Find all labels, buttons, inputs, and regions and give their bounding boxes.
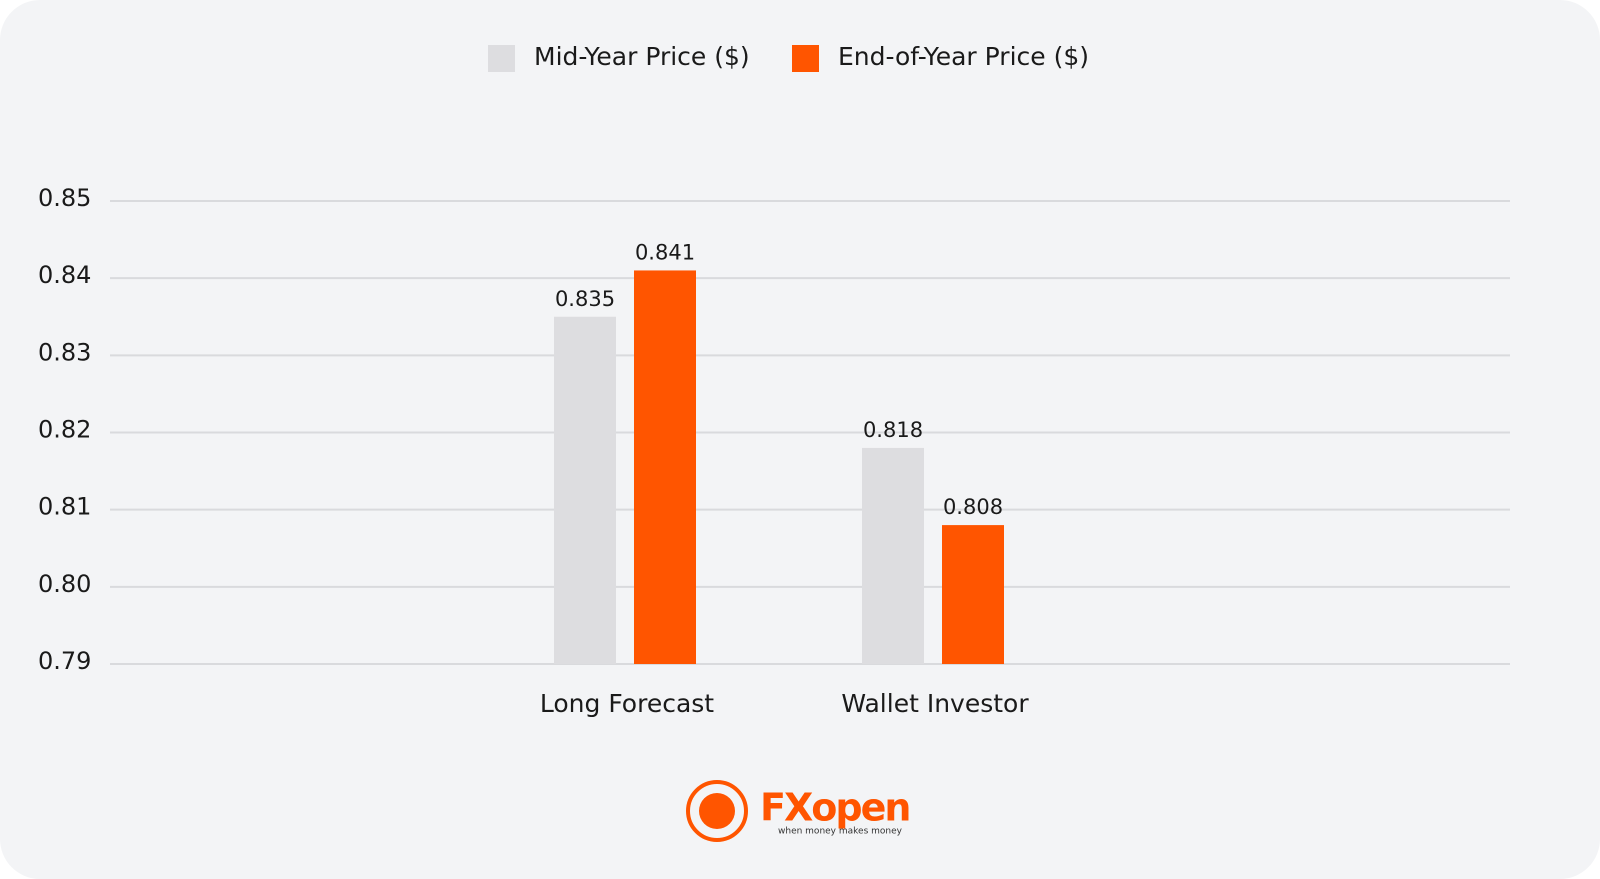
value-label: 0.808 [943, 495, 1003, 519]
y-tick-label: 0.80 [38, 570, 91, 598]
bar [942, 525, 1004, 664]
bar [862, 447, 924, 664]
y-tick-label: 0.84 [38, 261, 91, 289]
y-tick-label: 0.85 [38, 184, 91, 212]
x-tick-label: Long Forecast [540, 689, 714, 718]
legend-label: Mid-Year Price ($) [534, 42, 750, 71]
logo-icon [686, 780, 748, 842]
value-label: 0.818 [863, 418, 923, 442]
y-tick-label: 0.79 [38, 647, 91, 675]
y-tick-label: 0.81 [38, 493, 91, 521]
bar [634, 270, 696, 664]
value-label: 0.835 [555, 287, 615, 311]
logo-icon [699, 793, 735, 829]
x-tick-label: Wallet Investor [841, 689, 1029, 718]
legend-label: End-of-Year Price ($) [838, 42, 1089, 71]
bar [554, 316, 616, 664]
y-tick-label: 0.83 [38, 338, 91, 366]
logo-tagline: when money makes money [778, 827, 903, 837]
value-label: 0.841 [635, 240, 695, 264]
legend-swatch [488, 45, 515, 72]
legend-swatch [792, 45, 819, 72]
y-tick-label: 0.82 [38, 416, 91, 444]
logo-name: FXopen [760, 786, 909, 830]
logo: FXopen when money makes money [686, 780, 911, 842]
